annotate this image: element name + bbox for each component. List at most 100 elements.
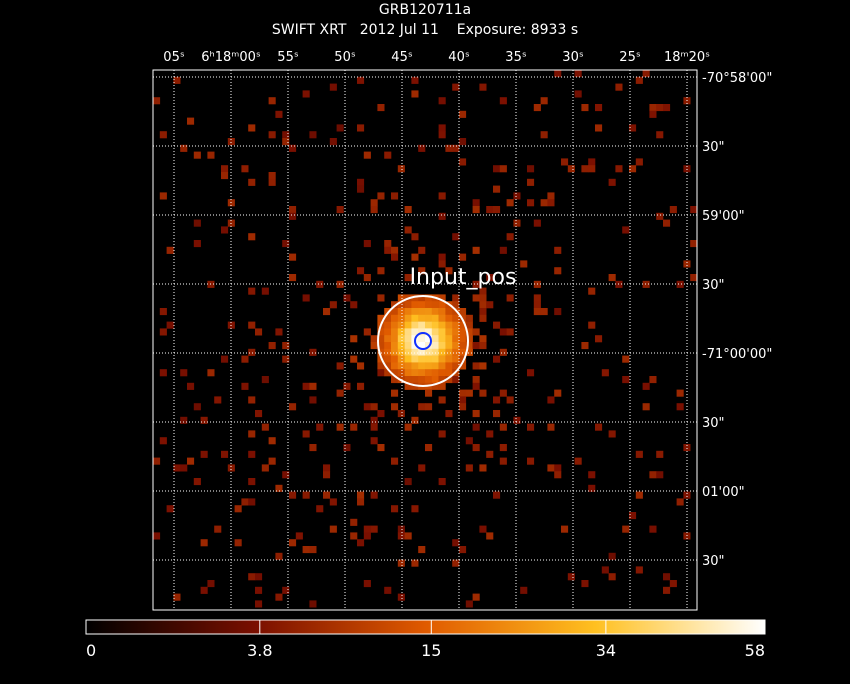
pixel [472,410,480,418]
pixel [452,301,460,309]
pixel [581,342,589,350]
pixel [465,335,473,343]
annotation: Input_pos [410,265,517,290]
pixel [391,355,399,363]
pixel [411,76,419,84]
pixel [404,308,412,316]
pixel [588,471,596,479]
pixel [173,593,181,601]
pixel [391,362,399,370]
pixel [221,450,229,458]
pixel [642,70,650,78]
pixel [166,321,174,329]
pixel [438,212,446,220]
pixel [377,342,385,350]
pixel [187,382,195,390]
colorbar-label: 15 [421,641,441,660]
pixel [391,335,399,343]
pixel [493,355,501,363]
pixel [479,308,487,316]
pixel [459,328,467,336]
pixel [275,110,283,118]
pixel [418,362,426,370]
pixel [404,342,412,350]
pixel [588,287,596,295]
pixel [329,138,337,146]
pixel [248,348,256,356]
pixel [425,369,433,377]
pixel [418,144,426,152]
pixel [608,178,616,186]
dec-label: 30" [702,140,725,155]
pixel [445,369,453,377]
pixel [411,308,419,316]
pixel [418,348,426,356]
pixel [268,178,276,186]
pixel [649,110,657,118]
pixel [384,362,392,370]
pixel [289,274,297,282]
pixel [200,586,208,594]
pixel [615,83,623,91]
pixel [268,457,276,465]
pixel [540,199,548,207]
pixel [642,280,650,288]
pixel [282,240,290,248]
pixel [404,355,412,363]
pixel [397,410,405,418]
input-position-marker [414,332,432,350]
pixel [425,355,433,363]
pixel [663,219,671,227]
pixel [574,90,582,98]
pixel [391,301,399,309]
pixel [499,328,507,336]
ra-label: 40ˢ [448,50,470,65]
pixel [425,348,433,356]
pixel [363,328,371,336]
pixel [438,382,446,390]
pixel [302,382,310,390]
pixel [180,416,188,424]
pixel [397,335,405,343]
pixel [173,464,181,472]
pixel [479,294,487,302]
pixel [363,274,371,282]
pixel [404,206,412,214]
pixel [404,478,412,486]
pixel [472,423,480,431]
pixel [377,192,385,200]
pixel [663,586,671,594]
pixel [459,253,467,261]
pixel [248,233,256,241]
pixel [554,389,562,397]
pixel [431,328,439,336]
pixel [282,131,290,139]
pixel [180,369,188,377]
pixel [425,403,433,411]
pixel [459,158,467,166]
pixel [459,403,467,411]
pixel [343,294,351,302]
pixel [438,362,446,370]
pixel [656,212,664,220]
pixel [350,335,358,343]
pixel [486,274,494,282]
pixel [384,369,392,377]
pixel [309,396,317,404]
pixel [357,178,365,186]
pixel [431,342,439,350]
pixel [302,491,310,499]
pixel [425,444,433,452]
pixel [418,294,426,302]
pixel [397,328,405,336]
pixel [418,342,426,350]
pixel [669,580,677,588]
pixel [493,491,501,499]
pixel [479,83,487,91]
pixel [404,348,412,356]
pixel [676,498,684,506]
pixel [357,76,365,84]
pixel [472,342,480,350]
pixel [561,525,569,533]
